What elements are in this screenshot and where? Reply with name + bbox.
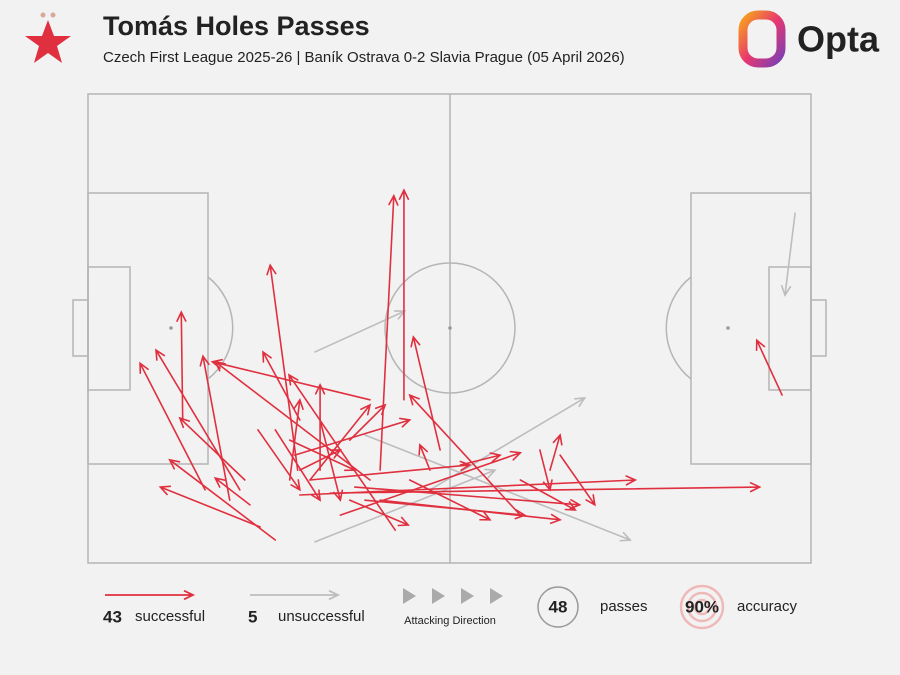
brand-logo: Opta	[738, 10, 880, 68]
pass-arrow	[176, 310, 187, 421]
centre-spot	[448, 326, 452, 330]
pass-arrow	[293, 417, 412, 456]
pass-arrow	[199, 354, 231, 501]
pass-arrow	[213, 476, 251, 506]
pass-arrow	[398, 188, 410, 401]
pass-arrow	[408, 479, 492, 521]
pass-arrow	[262, 350, 301, 421]
pass-arrow	[314, 382, 326, 471]
pass-arrow	[459, 452, 502, 466]
pass-arrows	[139, 188, 796, 543]
pass-arrow	[288, 439, 357, 472]
legend-swatch	[105, 589, 196, 601]
legend-label: successful	[135, 608, 205, 625]
pass-arrow	[379, 193, 399, 471]
pass-arrow	[519, 479, 577, 511]
club-badge	[25, 12, 71, 63]
legend: 43 successful 5 unsuccessful	[103, 589, 365, 626]
pass-arrow	[158, 485, 261, 528]
legend-label: unsuccessful	[278, 608, 365, 625]
pass-arrow	[418, 443, 431, 471]
brand-name: Opta	[797, 19, 880, 60]
pass-arrow	[410, 335, 441, 451]
legend-count: 5	[248, 607, 257, 626]
accuracy-value: 90%	[685, 597, 719, 616]
pass-arrow	[780, 212, 796, 298]
pass-arrow	[155, 348, 241, 491]
accuracy-label: accuracy	[737, 598, 798, 615]
passes-total: 48	[549, 597, 568, 616]
title: Tomás Holes Passes	[103, 11, 370, 41]
pass-arrow	[339, 450, 523, 516]
accuracy-target	[679, 584, 725, 630]
passes-badge	[537, 586, 579, 628]
pass-arrow	[299, 449, 342, 471]
legend-swatch	[250, 589, 341, 601]
pass-arrow	[210, 358, 371, 401]
pass-arrow	[178, 416, 246, 481]
pass-arrow	[364, 434, 632, 542]
direction-label: Attacking Direction	[404, 615, 496, 627]
pass-arrow	[266, 263, 299, 471]
pass-arrow	[329, 482, 762, 494]
pass-arrow	[309, 460, 472, 481]
pass-arrow	[755, 338, 783, 396]
pass-arrow	[139, 361, 206, 491]
legend-count: 43	[103, 607, 122, 626]
pass-arrow	[559, 454, 596, 507]
pass-arrow	[408, 393, 522, 516]
pass-arrow	[287, 373, 397, 531]
penalty-spot	[169, 326, 173, 330]
pass-arrow	[274, 429, 322, 502]
subtitle: Czech First League 2025-26 | Baník Ostra…	[103, 49, 625, 66]
pass-arrow	[319, 419, 344, 502]
pass-arrow	[549, 433, 563, 471]
penalty-spot	[726, 326, 730, 330]
passes-label: passes	[600, 598, 648, 615]
pass-arrow	[288, 397, 304, 481]
direction-arrows	[403, 588, 503, 604]
pass-arrow	[348, 403, 387, 441]
pass-arrow	[257, 429, 301, 492]
pass-arrow	[348, 499, 410, 527]
pass-arrow	[539, 449, 553, 492]
pass-arrow	[168, 458, 277, 541]
pass-arrow	[314, 468, 497, 543]
pass-arrow	[364, 499, 527, 520]
pass-arrow	[309, 403, 372, 481]
